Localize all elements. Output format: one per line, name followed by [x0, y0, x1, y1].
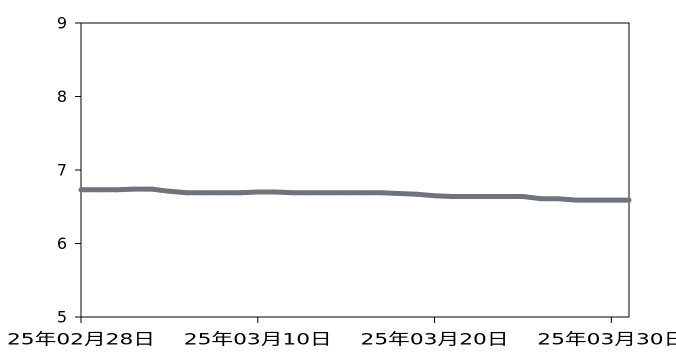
data-point: [591, 197, 597, 203]
data-point: [555, 196, 561, 202]
y-tick-label: 6: [57, 234, 67, 253]
data-point: [237, 190, 243, 196]
data-point: [608, 197, 614, 203]
data-point: [202, 190, 208, 196]
x-axis-ticks: 25年02月28日 25年03月10日 25年03月20日 25年03月30日: [7, 317, 676, 349]
y-tick-label: 8: [57, 87, 67, 106]
data-point: [166, 188, 172, 194]
data-point: [290, 190, 296, 196]
data-point: [626, 197, 632, 203]
data-point: [113, 187, 119, 193]
data-point: [78, 187, 84, 193]
data-point: [308, 190, 314, 196]
data-point: [502, 194, 508, 199]
x-tick-label: 25年03月20日: [361, 330, 509, 349]
x-tick-label: 25年03月30日: [537, 330, 676, 349]
data-point: [96, 187, 102, 193]
series-line-0: [81, 186, 629, 203]
data-point: [343, 190, 349, 196]
data-point: [184, 190, 190, 196]
plot-area-frame: [80, 22, 630, 318]
data-point: [485, 194, 491, 199]
data-point: [219, 190, 225, 196]
data-point: [414, 191, 420, 197]
data-point: [379, 190, 384, 196]
data-point: [255, 189, 261, 195]
data-point: [449, 194, 455, 199]
data-point: [361, 190, 367, 196]
data-point: [326, 190, 331, 196]
data-point: [573, 197, 579, 203]
x-tick-label: 25年02月28日: [7, 330, 155, 349]
data-point: [273, 189, 278, 195]
data-point: [396, 191, 402, 196]
data-point: [538, 196, 544, 202]
data-point: [131, 186, 137, 192]
y-tick-label: 5: [57, 308, 67, 327]
x-tick-label: 25年03月10日: [184, 330, 332, 349]
data-point: [432, 193, 437, 199]
data-point: [467, 194, 473, 199]
y-axis-ticks: 5 6 7 8 9: [57, 14, 81, 327]
y-tick-label: 7: [57, 161, 67, 180]
data-point: [520, 194, 526, 199]
series-layer: [78, 186, 632, 203]
data-point: [149, 186, 155, 192]
y-tick-label: 9: [57, 14, 67, 33]
